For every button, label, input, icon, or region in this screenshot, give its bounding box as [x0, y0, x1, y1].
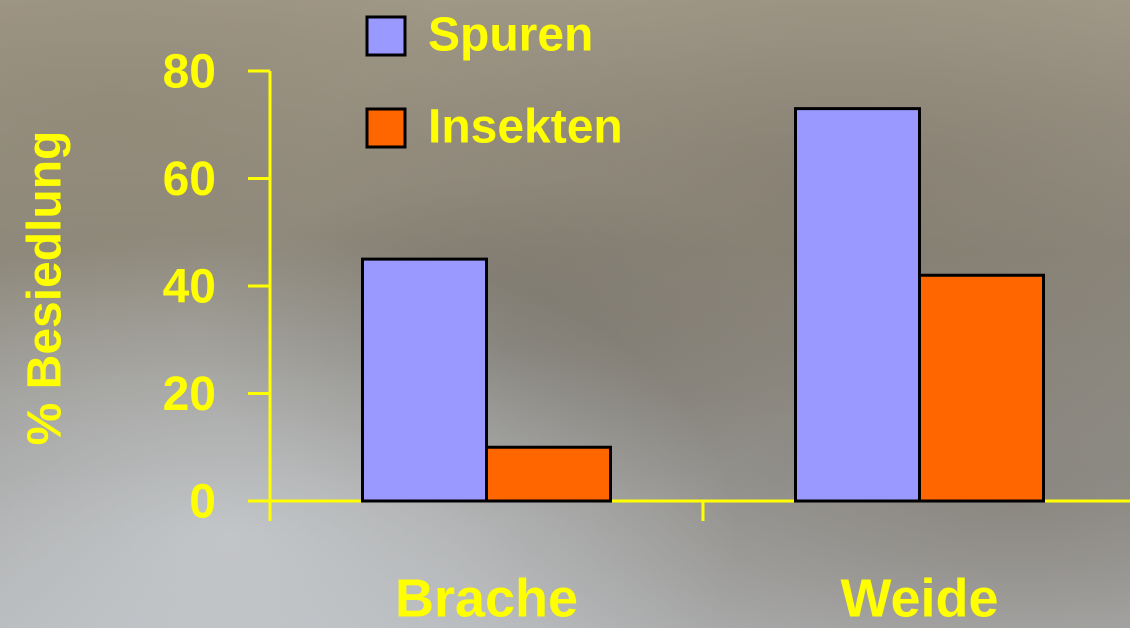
y-tick-label: 40	[163, 261, 216, 314]
x-tick-label: Brache	[395, 568, 578, 628]
y-tick-label: 60	[163, 153, 216, 206]
bar	[361, 257, 488, 503]
bar	[918, 273, 1045, 503]
legend-label: Insekten	[428, 101, 623, 154]
legend-label: Spuren	[428, 9, 593, 62]
y-tick-label: 0	[189, 476, 216, 529]
legend-swatch	[365, 15, 407, 57]
y-tick-label: 80	[163, 46, 216, 99]
bar	[485, 445, 612, 503]
y-tick-label: 20	[163, 368, 216, 421]
bar	[794, 107, 921, 503]
x-tick-label: Weide	[840, 568, 998, 628]
y-axis-label: % Besiedlung	[19, 131, 72, 446]
legend-swatch	[365, 107, 407, 149]
